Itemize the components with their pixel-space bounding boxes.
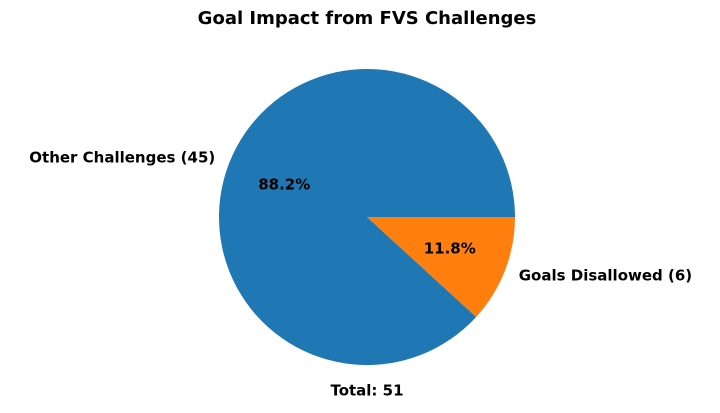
percent-label: 11.8% bbox=[424, 240, 476, 258]
annotation: Total: 51 bbox=[330, 382, 403, 400]
pie-slice bbox=[367, 217, 515, 317]
chart-title: Goal Impact from FVS Challenges bbox=[198, 8, 537, 29]
percent-label: 88.2% bbox=[258, 175, 310, 193]
slice-label: Other Challenges (45) bbox=[29, 149, 215, 167]
pie-slice bbox=[219, 69, 515, 366]
slice-label: Goals Disallowed (6) bbox=[519, 266, 692, 284]
